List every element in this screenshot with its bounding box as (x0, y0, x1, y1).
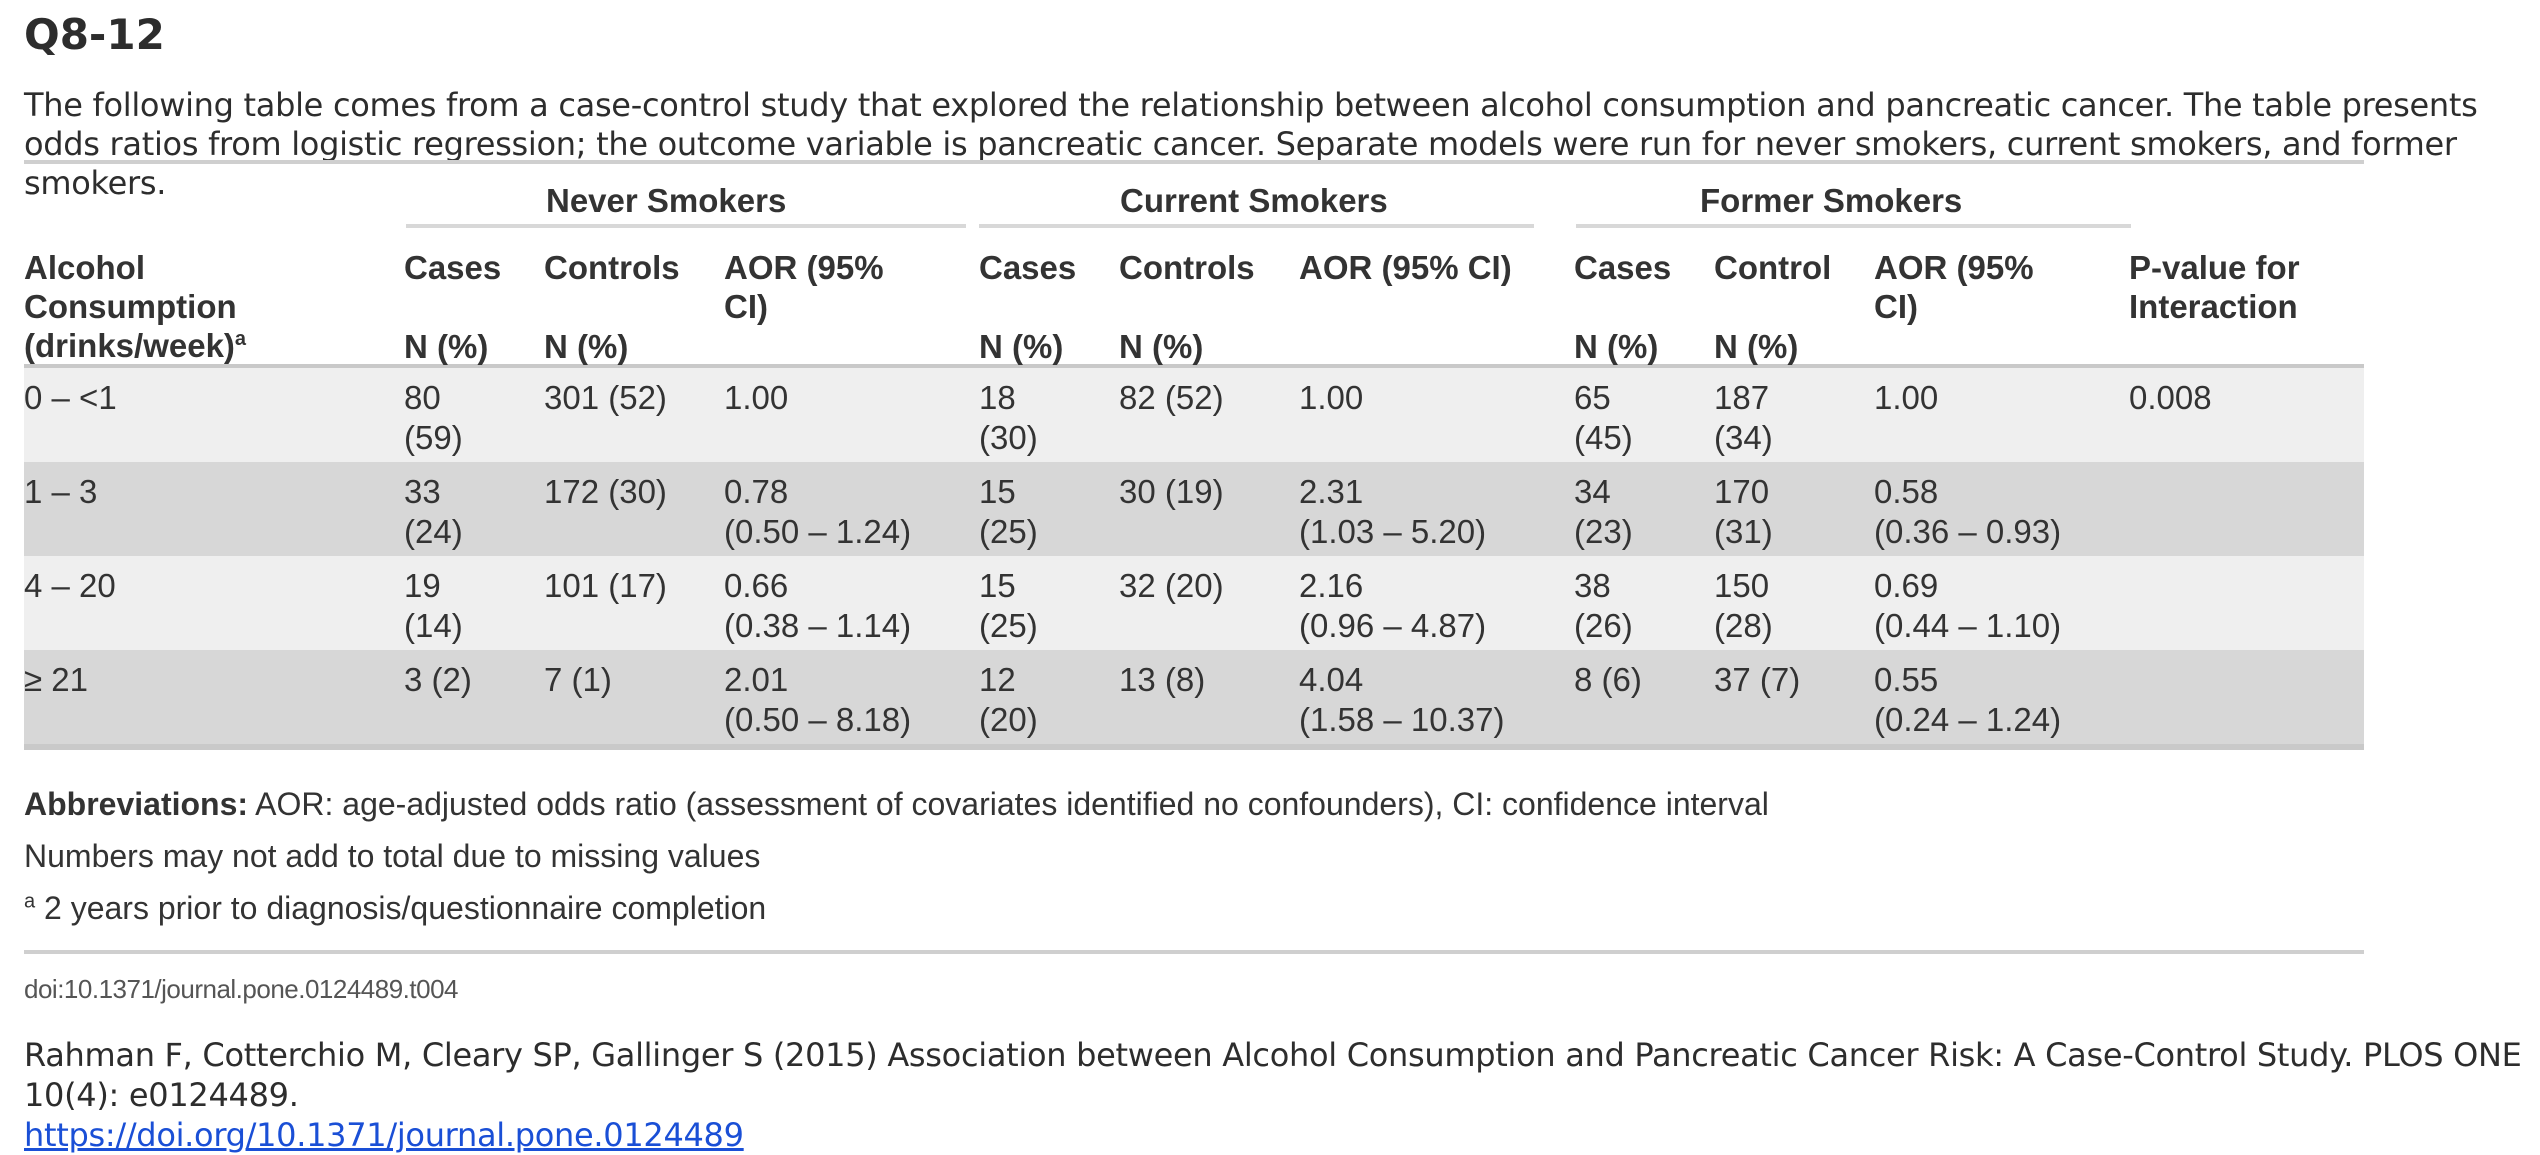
column-header-row: Alcohol Consumption (drinks/week)a Cases… (24, 236, 2364, 365)
alcohol-cell: 4 – 20 (24, 567, 116, 604)
current-aor-cell: 4.04 (1.58 – 10.37) (1299, 661, 1505, 738)
former-aor-cell: 0.55 (0.24 – 1.24) (1874, 661, 2062, 738)
never-cases-cell: 3 (2) (404, 661, 472, 698)
never-controls-cell: 172 (30) (544, 473, 667, 510)
never-controls-cell: 7 (1) (544, 661, 612, 698)
current-cases-cell: 15 (25) (979, 567, 1038, 644)
bottom-rule (24, 744, 2364, 750)
never-cases-cell: 80 (59) (404, 379, 463, 456)
table-row: ≥ 21 3 (2) 7 (1) 2.01 (0.50 – 8.18) 12 (20) 13 … (24, 650, 2364, 744)
current-aor-cell: 1.00 (1299, 379, 1364, 416)
current-cases-header: Cases (979, 249, 1077, 286)
former-aor-cell: 0.58 (0.36 – 0.93) (1874, 473, 2062, 550)
table-row: 4 – 20 19 (14) 101 (17) 0.66 (0.38 – 1.14) 15(… (24, 556, 2364, 650)
citation-link[interactable]: https://doi.org/10.1371/journal.pone.012… (24, 1116, 744, 1154)
never-aor-cell: 1.00 (724, 379, 789, 416)
current-cases-cell: 12 (20) (979, 661, 1038, 738)
current-controls-header: Controls (1119, 249, 1255, 286)
group-former-smokers: Former Smokers (1700, 182, 1963, 219)
abbreviations-note: Abbreviations: AOR: age-adjusted odds ra… (24, 786, 1769, 822)
current-aor-header: AOR (95% CI) (1299, 249, 1512, 286)
group-never-underline (406, 224, 966, 228)
former-cases-cell: 38 (26) (1574, 567, 1633, 644)
current-cases-cell: 15 (25) (979, 473, 1038, 550)
alcohol-cell: ≥ 21 (24, 661, 88, 698)
table-body: 0 – <1 80 (59) 301 (52) 1.00 18 (30) 82 (52) 1.0… (24, 368, 2364, 744)
top-rule (24, 160, 2364, 164)
intro-paragraph: The following table comes from a case-co… (24, 86, 2478, 202)
table-doi: doi:10.1371/journal.pone.0124489.t004 (24, 974, 459, 1004)
former-cases-header: Cases (1574, 249, 1672, 286)
table-row: 0 – <1 80 (59) 301 (52) 1.00 18 (30) 82 (52) 1.0… (24, 368, 2364, 462)
pvalue-header: P-value for Interaction (2129, 249, 2300, 325)
current-cases-cell: 18 (30) (979, 379, 1038, 456)
citation-text: Rahman F, Cotterchio M, Cleary SP, Galli… (24, 1036, 2522, 1114)
current-aor-cell: 2.31 (1.03 – 5.20) (1299, 473, 1487, 550)
missing-values-note: Numbers may not add to total due to miss… (24, 838, 761, 874)
former-controls-subheader: N (%) (1714, 328, 1799, 365)
group-never-smokers: Never Smokers (546, 182, 787, 219)
current-controls-cell: 32 (20) (1119, 567, 1224, 604)
current-controls-subheader: N (%) (1119, 328, 1204, 365)
former-cases-subheader: N (%) (1574, 328, 1659, 365)
former-aor-header: AOR (95% CI) (1874, 249, 2034, 325)
never-aor-cell: 0.78 (0.50 – 1.24) (724, 473, 912, 550)
former-cases-cell: 65 (45) (1574, 379, 1633, 456)
former-aor-cell: 0.69 (0.44 – 1.10) (1874, 567, 2062, 644)
notes-rule (24, 950, 2364, 954)
never-cases-cell: 33 (24) (404, 473, 463, 550)
former-controls-header: Control (1714, 249, 1832, 286)
current-aor-cell: 2.16 (0.96 – 4.87) (1299, 567, 1487, 644)
group-current-smokers: Current Smokers (1120, 182, 1388, 219)
never-cases-header: Cases (404, 249, 502, 286)
current-cases-subheader: N (%) (979, 328, 1064, 365)
former-controls-cell: 150 (28) (1714, 567, 1773, 644)
footnote-a: a 2 years prior to diagnosis/questionnai… (24, 890, 767, 926)
group-header-row: Never Smokers Current Smokers Former Smo… (24, 164, 2364, 236)
header-rule (24, 364, 2364, 368)
never-aor-cell: 2.01 (0.50 – 8.18) (724, 661, 912, 738)
group-current-underline (979, 224, 1534, 228)
page-title: Q8-12 (24, 10, 165, 59)
former-aor-cell: 1.00 (1874, 379, 1939, 416)
former-cases-cell: 34 (23) (1574, 473, 1633, 550)
never-controls-header: Controls (544, 249, 680, 286)
table-notes: Abbreviations: AOR: age-adjusted odds ra… (24, 778, 2364, 934)
alcohol-header: Alcohol Consumption (drinks/week)a (24, 249, 247, 364)
former-cases-cell: 8 (6) (1574, 661, 1642, 698)
table-figure: Never Smokers Current Smokers Former Smo… (24, 160, 2364, 1005)
alcohol-cell: 1 – 3 (24, 473, 98, 510)
never-aor-header: AOR (95% CI) (724, 249, 884, 325)
pvalue-cell: 0.008 (2129, 379, 2212, 416)
never-cases-cell: 19 (14) (404, 567, 463, 644)
current-controls-cell: 13 (8) (1119, 661, 1206, 698)
alcohol-cell: 0 – <1 (24, 379, 117, 416)
current-controls-cell: 30 (19) (1119, 473, 1224, 510)
table-row: 1 – 3 33 (24) 172 (30) 0.78 (0.50 – 1.24) 15 (2… (24, 462, 2364, 556)
group-former-underline (1576, 224, 2131, 228)
never-cases-subheader: N (%) (404, 328, 489, 365)
citation: Rahman F, Cotterchio M, Cleary SP, Galli… (24, 1035, 2524, 1155)
former-controls-cell: 37 (7) (1714, 661, 1801, 698)
never-controls-subheader: N (%) (544, 328, 629, 365)
never-controls-cell: 301 (52) (544, 379, 667, 416)
former-controls-cell: 170 (31) (1714, 473, 1773, 550)
never-controls-cell: 101 (17) (544, 567, 667, 604)
current-controls-cell: 82 (52) (1119, 379, 1224, 416)
former-controls-cell: 187 (34) (1714, 379, 1773, 456)
never-aor-cell: 0.66 (0.38 – 1.14) (724, 567, 912, 644)
